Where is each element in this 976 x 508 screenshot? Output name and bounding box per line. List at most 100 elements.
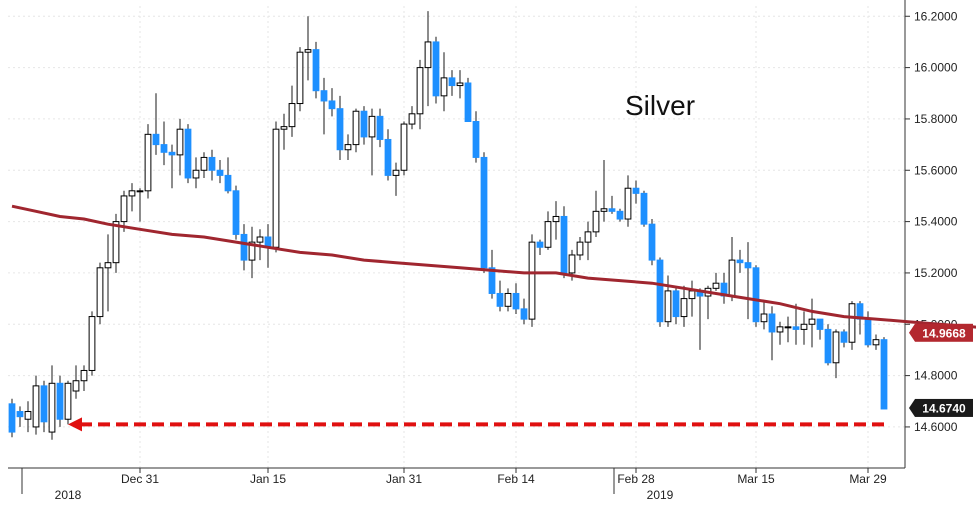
candle-body — [160, 144, 168, 153]
candle-body — [656, 259, 664, 323]
candle-body — [256, 236, 264, 243]
candle-body — [384, 138, 392, 176]
candle-body — [552, 215, 560, 223]
candle-body — [176, 128, 184, 156]
candle-body — [536, 241, 544, 248]
candle-body — [312, 49, 320, 92]
x-tick-label: Dec 31 — [121, 472, 159, 486]
candle-body — [560, 215, 568, 274]
candle-body — [416, 67, 424, 115]
candle-body — [816, 318, 824, 330]
candle-body — [504, 292, 512, 307]
candle-body — [200, 156, 208, 171]
candle-body — [640, 192, 648, 225]
candle-body — [456, 82, 464, 87]
candle-body — [400, 123, 408, 171]
candle-body — [824, 328, 832, 364]
candle-body — [208, 156, 216, 171]
candle-body — [576, 241, 584, 256]
candle-body — [768, 313, 776, 333]
candle-body — [800, 323, 808, 330]
candle-body — [840, 331, 848, 343]
candle-body — [464, 82, 472, 122]
candle-body — [592, 210, 600, 233]
last-price-badge-label: 14.6740 — [922, 401, 966, 415]
candle-body — [352, 110, 360, 146]
candle-body — [248, 241, 256, 261]
candle-body — [112, 221, 120, 264]
candle-body — [648, 223, 656, 261]
x-tick-label: Mar 29 — [849, 472, 887, 486]
chart-title: Silver — [625, 90, 695, 121]
candle-body — [296, 51, 304, 105]
candle-body — [872, 339, 880, 346]
y-tick-label: 15.6000 — [914, 163, 958, 177]
candle-body — [288, 103, 296, 128]
candle-body — [632, 187, 640, 194]
candle-body — [368, 115, 376, 138]
candle-body — [328, 100, 336, 110]
x-tick-label: Mar 15 — [737, 472, 775, 486]
y-tick-label: 16.2000 — [914, 9, 958, 23]
candle-body — [736, 259, 744, 264]
candle-body — [424, 41, 432, 69]
candle-body — [56, 382, 64, 420]
candle-body — [280, 126, 288, 130]
candle-body — [680, 298, 688, 318]
candle-body — [304, 49, 312, 53]
candle-body — [688, 290, 696, 300]
year-label: 2018 — [55, 488, 82, 502]
badge-layer: 14.9668 14.6740 — [909, 323, 973, 417]
candles-layer — [8, 11, 888, 440]
candle-body — [440, 77, 448, 97]
candle-body — [376, 115, 384, 140]
candle-body — [232, 190, 240, 235]
candle-body — [712, 282, 720, 289]
candle-body — [432, 41, 440, 97]
candle-body — [336, 108, 344, 151]
candle-body — [672, 290, 680, 318]
candle-body — [488, 267, 496, 294]
candle-body — [224, 174, 232, 192]
candle-body — [96, 267, 104, 318]
candle-body — [600, 208, 608, 212]
x-tick-label: Jan 31 — [386, 472, 422, 486]
candle-body — [496, 292, 504, 307]
candle-body — [8, 403, 16, 433]
candle-body — [320, 90, 328, 102]
candle-body — [64, 382, 72, 420]
candle-body — [784, 326, 792, 329]
candle-body — [144, 133, 152, 192]
candle-body — [184, 128, 192, 179]
candle-body — [776, 326, 784, 333]
y-tick-label: 14.6000 — [914, 420, 958, 434]
candle-body — [624, 187, 632, 220]
last-price-badge-pointer — [909, 398, 915, 417]
candle-body — [408, 113, 416, 125]
candle-body — [32, 385, 40, 428]
candle-body — [72, 380, 80, 392]
candle-body — [88, 316, 96, 371]
last-price-badge-box — [915, 398, 973, 417]
y-tick-label: 14.8000 — [914, 369, 958, 383]
candle-body — [448, 77, 456, 87]
candle-body — [48, 382, 56, 433]
candle-body — [392, 169, 400, 176]
candle-body — [40, 385, 48, 423]
support-arrow-icon — [68, 417, 82, 432]
candle-body — [848, 303, 856, 343]
y-tick-label: 15.2000 — [914, 266, 958, 280]
candle-body — [528, 241, 536, 320]
candle-body — [16, 411, 24, 418]
candle-body — [80, 369, 88, 382]
candle-body — [120, 195, 128, 223]
candle-body — [584, 231, 592, 243]
candle-body — [136, 190, 144, 193]
candle-body — [480, 156, 488, 269]
y-tick-label: 15.4000 — [914, 215, 958, 229]
y-tick-label: 15.8000 — [914, 112, 958, 126]
candle-body — [832, 331, 840, 364]
candle-body — [792, 326, 800, 330]
